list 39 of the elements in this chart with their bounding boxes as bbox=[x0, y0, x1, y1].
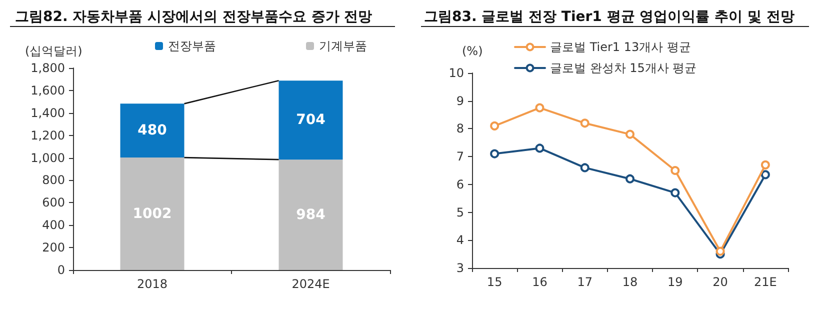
data-label: 1002 bbox=[132, 206, 172, 222]
y-tick-label: 3 bbox=[456, 261, 464, 275]
x-tick-label: 2024E bbox=[292, 277, 330, 291]
y-tick-label: 600 bbox=[42, 196, 65, 210]
x-tick-label: 18 bbox=[622, 275, 638, 289]
y-tick-label: 8 bbox=[456, 122, 464, 136]
y-tick-label: 9 bbox=[456, 94, 464, 108]
y-tick-label: 1,800 bbox=[30, 61, 65, 75]
y-tick-label: 1,600 bbox=[30, 83, 65, 98]
y-tick-label: 1,400 bbox=[30, 106, 65, 120]
chart-title: 그림82. 자동차부품 시장에서의 전장부품수요 증가 전망 bbox=[15, 9, 372, 25]
y-tick-label: 6 bbox=[456, 177, 464, 192]
x-tick-label: 20 bbox=[712, 275, 728, 289]
legend-label: 글로벌 완성차 15개사 평균 bbox=[550, 61, 697, 75]
x-tick-label: 15 bbox=[486, 275, 502, 289]
x-tick-label: 16 bbox=[532, 275, 548, 289]
y-tick-label: 1,000 bbox=[30, 150, 65, 165]
y-tick-label: 5 bbox=[456, 205, 464, 220]
data-label: 480 bbox=[138, 122, 168, 139]
y-tick-label: 10 bbox=[448, 66, 464, 80]
legend-label: 글로벌 Tier1 13개사 평균 bbox=[550, 40, 691, 54]
y-tick-label: 200 bbox=[42, 240, 65, 255]
data-label: 984 bbox=[296, 206, 326, 223]
y-axis-title: (십억달러) bbox=[25, 44, 82, 58]
y-axis-title: (%) bbox=[462, 44, 483, 58]
y-tick-label: 0 bbox=[57, 263, 65, 277]
x-tick-label: 17 bbox=[577, 275, 592, 289]
y-tick-label: 800 bbox=[42, 173, 65, 188]
chart-title: 그림83. 글로벌 전장 Tier1 평균 영업이익률 추이 및 전망 bbox=[424, 9, 794, 25]
y-tick-label: 7 bbox=[456, 150, 464, 164]
y-tick-label: 1,200 bbox=[30, 128, 65, 142]
y-tick-label: 4 bbox=[456, 233, 464, 248]
x-tick-label: 2018 bbox=[136, 277, 168, 291]
x-tick-label: 19 bbox=[668, 275, 683, 289]
data-label: 704 bbox=[296, 112, 326, 128]
legend-label: 전장부품 bbox=[168, 39, 216, 53]
x-tick-label: 21E bbox=[754, 275, 777, 289]
y-tick-label: 400 bbox=[42, 218, 65, 232]
legend-label: 기계부품 bbox=[319, 39, 367, 53]
